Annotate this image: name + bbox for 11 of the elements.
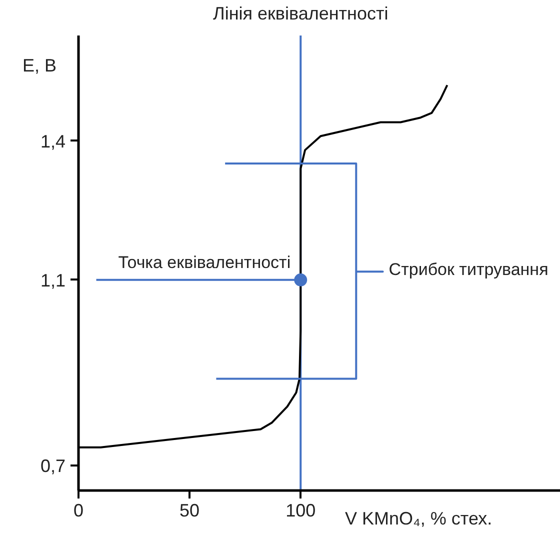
y-tick-label: 1,1 (40, 270, 66, 290)
ref-line-label: Лінія еквівалентності (213, 4, 388, 24)
x-axis-title: V KMnO₄, % стех. (345, 508, 492, 528)
annotation: Стрибок титрування (388, 260, 548, 280)
y-tick-label: 0,7 (40, 456, 66, 476)
x-tick-label: 0 (73, 500, 84, 520)
y-tick-label: 1,4 (40, 131, 66, 152)
annotation: Точка еквівалентності (118, 252, 291, 272)
y-axis-title: E, В (22, 56, 57, 76)
x-tick-label: 100 (286, 500, 316, 520)
x-tick-label: 50 (180, 500, 200, 520)
